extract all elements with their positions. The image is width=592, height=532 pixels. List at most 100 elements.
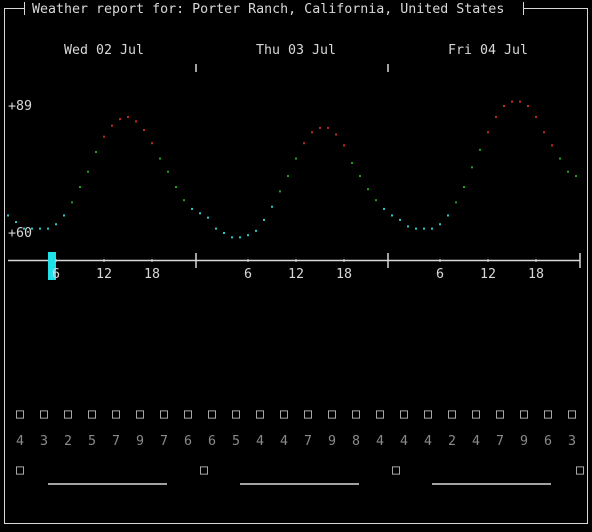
forecast-value: 6 xyxy=(544,434,552,449)
temperature-dot xyxy=(287,175,289,178)
temperature-dot xyxy=(519,100,521,103)
forecast-value: 4 xyxy=(16,434,24,449)
temperature-dot xyxy=(351,161,353,164)
moon-icon: □ xyxy=(16,463,24,478)
cursor xyxy=(48,252,56,280)
x-tick-label: 12 xyxy=(96,267,112,282)
temperature-dot xyxy=(231,236,233,239)
weather-icon: □ xyxy=(160,407,168,422)
weather-icon: □ xyxy=(568,407,576,422)
forecast-value: 9 xyxy=(328,434,336,449)
temperature-dot xyxy=(295,157,297,160)
weather-icon: □ xyxy=(304,407,312,422)
forecast-value: 4 xyxy=(424,434,432,449)
temperature-dot xyxy=(135,120,137,123)
temperature-dot xyxy=(87,170,89,173)
temperature-dot xyxy=(511,100,513,103)
x-tick-label: 18 xyxy=(144,267,160,282)
temperature-dot xyxy=(47,227,49,230)
temperature-dot xyxy=(543,131,545,134)
temperature-dot xyxy=(495,115,497,118)
weather-icon: □ xyxy=(376,407,384,422)
temperature-dot xyxy=(327,126,329,129)
temperature-dot xyxy=(415,227,417,230)
weather-icon: □ xyxy=(64,407,72,422)
temperature-dot xyxy=(407,225,409,228)
temperature-dot xyxy=(527,105,529,107)
day-label: Thu 03 Jul xyxy=(256,43,336,58)
frame xyxy=(4,2,588,524)
x-tick-label: 12 xyxy=(480,267,496,282)
weather-icon: □ xyxy=(448,407,456,422)
forecast-value: 5 xyxy=(88,434,96,449)
temperature-dot xyxy=(247,234,249,237)
weather-icon: □ xyxy=(136,407,144,422)
temperature-dot xyxy=(175,186,177,189)
x-tick-label: 18 xyxy=(336,267,352,282)
moon-icon: □ xyxy=(392,463,400,478)
forecast-value: 4 xyxy=(280,434,288,449)
temperature-dot xyxy=(119,118,121,121)
forecast-value: 3 xyxy=(568,434,576,449)
temperature-dot xyxy=(335,133,337,136)
forecast-value: 2 xyxy=(448,434,456,449)
temperature-dot xyxy=(199,212,201,215)
weather-icon: □ xyxy=(256,407,264,422)
weather-icon: □ xyxy=(280,407,288,422)
moon-icon: □ xyxy=(576,463,584,478)
temperature-dot xyxy=(63,214,65,217)
temperature-dot xyxy=(391,214,393,217)
weather-icon: □ xyxy=(40,407,48,422)
temperature-dot xyxy=(263,218,265,221)
forecast-value: 8 xyxy=(352,434,360,449)
forecast-value: 4 xyxy=(400,434,408,449)
temperature-dot xyxy=(39,227,41,230)
weather-icon: □ xyxy=(88,407,96,422)
forecast-value: 7 xyxy=(496,434,504,449)
forecast-value: 2 xyxy=(64,434,72,449)
temperature-dot xyxy=(79,186,81,189)
temperature-dot xyxy=(207,216,209,219)
y-tick-label: +60 xyxy=(8,226,32,241)
title: Weather report for: Porter Ranch, Califo… xyxy=(32,2,504,17)
x-tick-label: 12 xyxy=(288,267,304,282)
weather-icon: □ xyxy=(112,407,120,422)
temperature-dot xyxy=(431,227,433,230)
temperature-dot xyxy=(303,142,305,145)
forecast-value: 4 xyxy=(256,434,264,449)
forecast-value: 9 xyxy=(520,434,528,449)
day-label: Wed 02 Jul xyxy=(64,43,144,58)
x-tick-label: 6 xyxy=(436,267,444,282)
weather-icon: □ xyxy=(544,407,552,422)
forecast-value: 6 xyxy=(184,434,192,449)
moon-icon: □ xyxy=(200,463,208,478)
forecast-value: 7 xyxy=(160,434,168,449)
weather-icon: □ xyxy=(472,407,480,422)
forecast-value: 4 xyxy=(472,434,480,449)
weather-icon: □ xyxy=(400,407,408,422)
temperature-dot xyxy=(271,205,273,208)
temperature-dot xyxy=(319,126,321,129)
weather-icon: □ xyxy=(520,407,528,422)
temperature-dot xyxy=(31,227,33,230)
temperature-dot xyxy=(255,229,257,232)
temperature-dot xyxy=(447,214,449,217)
temperature-dot xyxy=(455,201,457,204)
temperature-dot xyxy=(423,227,425,230)
forecast-value: 7 xyxy=(112,434,120,449)
temperature-dot xyxy=(487,131,489,134)
forecast-value: 3 xyxy=(40,434,48,449)
temperature-dot xyxy=(159,157,161,160)
temperature-dot xyxy=(359,175,361,178)
weather-icon: □ xyxy=(328,407,336,422)
temperature-dot xyxy=(375,199,377,202)
temperature-dot xyxy=(535,115,537,118)
forecast-value: 5 xyxy=(232,434,240,449)
weather-icon: □ xyxy=(16,407,24,422)
weather-icon: □ xyxy=(232,407,240,422)
temperature-dot xyxy=(55,223,57,226)
forecast-value: 6 xyxy=(208,434,216,449)
weather-icon: □ xyxy=(496,407,504,422)
x-tick-label: 6 xyxy=(52,267,60,282)
